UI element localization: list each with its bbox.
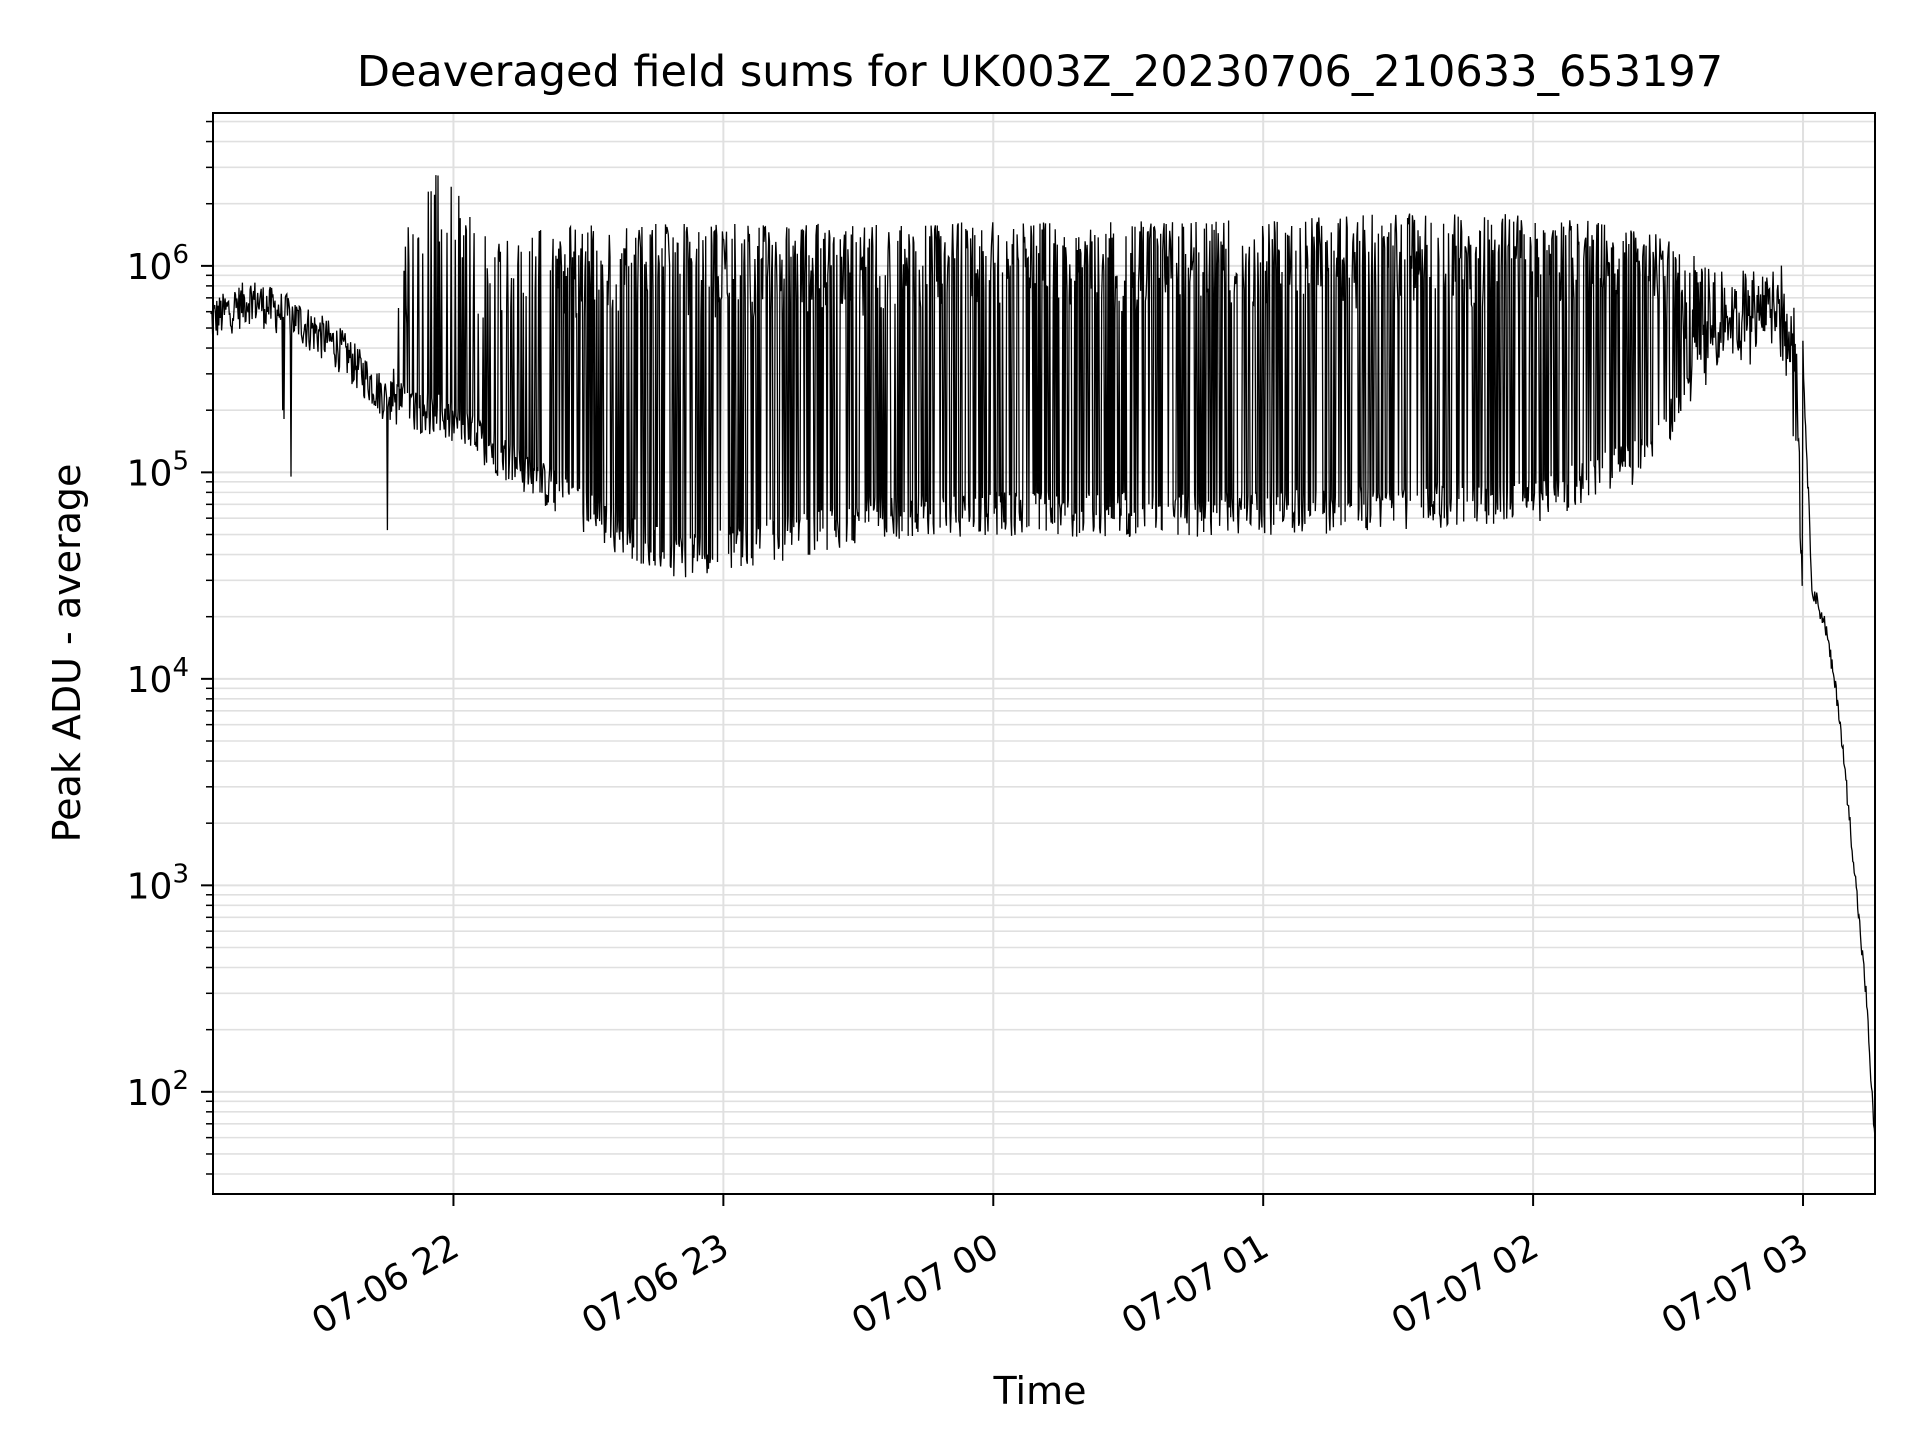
- y-tick-label: 102: [127, 1066, 189, 1114]
- x-axis-ticks: 07-06 22 07-06 23 07-07 00 07-07 01 07-07 02…: [305, 1194, 1816, 1343]
- x-tick-label: 07-07 00: [845, 1226, 1006, 1342]
- y-axis-ticks: 102 103 104 105 106: [127, 120, 213, 1175]
- y-tick-label: 103: [127, 859, 189, 907]
- x-tick-label: 07-06 23: [575, 1226, 736, 1342]
- series-path: [210, 175, 1876, 1139]
- plot-frame: [212, 112, 1876, 1195]
- x-tick-label: 07-07 03: [1655, 1226, 1816, 1342]
- x-tick-label: 07-07 02: [1385, 1226, 1546, 1342]
- y-tick-label: 104: [127, 653, 189, 701]
- y-tick-label: 105: [127, 446, 189, 494]
- chart-title: Deaveraged field sums for UK003Z_2023070…: [357, 47, 1723, 97]
- x-tick-label: 07-06 22: [305, 1226, 466, 1342]
- x-tick-label: 07-07 01: [1115, 1226, 1276, 1342]
- x-axis-label: Time: [993, 1369, 1087, 1413]
- y-axis-label: Peak ADU - average: [45, 464, 89, 843]
- series-line: [210, 175, 1876, 1139]
- y-tick-label: 106: [127, 240, 189, 288]
